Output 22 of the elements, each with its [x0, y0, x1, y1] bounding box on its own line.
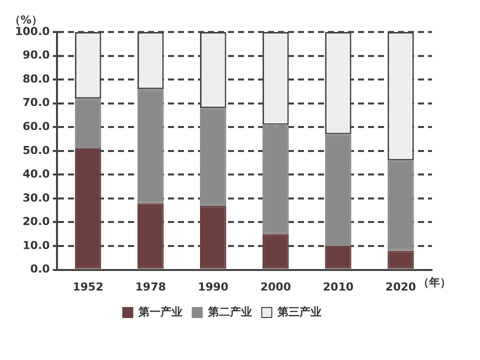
y-tick-label: 80.0 — [22, 72, 50, 86]
y-tick-label: 100.0 — [14, 24, 50, 38]
legend-label: 第二产业 — [206, 305, 252, 318]
y-axis-title: （%） — [9, 13, 43, 26]
y-tick-label: 20.0 — [22, 215, 50, 228]
legend-label: 第三产业 — [276, 305, 322, 318]
y-tick-label: 60.0 — [22, 120, 50, 133]
x-tick-label: 1978 — [135, 280, 166, 294]
x-tick-label: 2020 — [385, 280, 416, 294]
y-tick-label: 0.0 — [30, 262, 50, 276]
y-tick-label: 50.0 — [22, 144, 50, 157]
y-tick-label: 40.0 — [22, 168, 50, 181]
x-tick-label: 1990 — [198, 280, 229, 294]
legend-label: 第一产业 — [137, 305, 182, 318]
x-tick-label: 2000 — [260, 280, 292, 294]
x-tick-label: 1952 — [72, 280, 104, 294]
y-tick-label: 10.0 — [22, 238, 50, 252]
y-tick-label: 90.0 — [22, 48, 50, 62]
x-axis-title: （年） — [418, 276, 452, 290]
y-tick-label: 70.0 — [22, 96, 50, 110]
y-tick-label: 30.0 — [22, 191, 50, 204]
x-tick-label: 2010 — [322, 280, 354, 294]
